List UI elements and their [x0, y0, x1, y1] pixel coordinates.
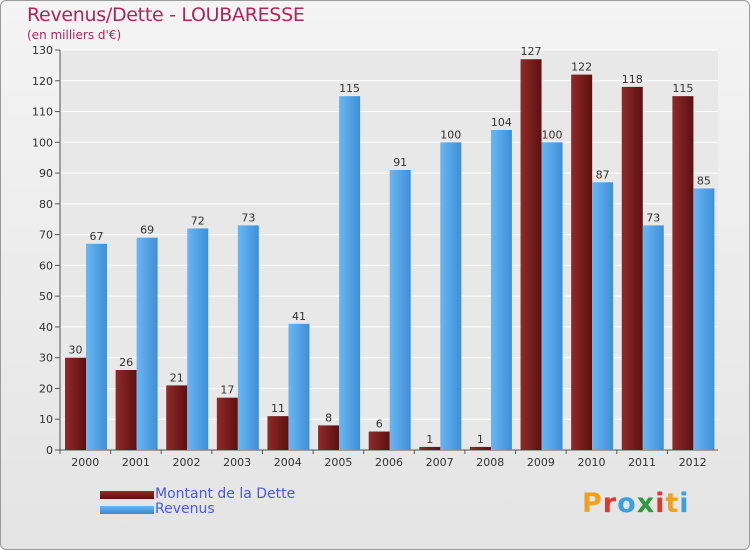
legend-swatch-revenus: [100, 506, 154, 514]
legend-label-revenus: Revenus: [155, 501, 215, 517]
bar-revenus: [237, 225, 259, 450]
data-label-revenus: 41: [292, 310, 306, 323]
bar-revenus: [187, 228, 209, 450]
bar-dette: [65, 357, 86, 450]
data-label-dette: 118: [622, 73, 643, 86]
bar-dette: [368, 431, 390, 450]
data-label-revenus: 115: [339, 82, 360, 95]
bar-revenus: [440, 142, 462, 451]
proxiti-logo: Proxiti: [582, 488, 690, 519]
data-label-revenus: 69: [140, 224, 154, 237]
bar-revenus: [490, 130, 512, 450]
bar-dette: [267, 416, 289, 450]
logo-letter: o: [617, 488, 637, 519]
y-tick-label: 60: [39, 259, 53, 272]
data-label-dette: 21: [170, 371, 184, 384]
bar-dette: [419, 446, 441, 450]
bar-dette: [621, 86, 643, 450]
chart-subtitle: (en milliers d'€): [27, 28, 122, 42]
data-label-revenus: 73: [241, 211, 255, 224]
bar-revenus: [86, 243, 107, 450]
x-tick-label: 2012: [679, 456, 707, 469]
plot-area: [60, 50, 718, 450]
x-tick-label: 2004: [274, 456, 302, 469]
bar-dette: [469, 446, 491, 450]
y-tick-label: 10: [39, 413, 53, 426]
y-tick-label: 80: [39, 198, 53, 211]
y-tick-label: 20: [39, 382, 53, 395]
bar-revenus: [136, 237, 158, 450]
data-label-dette: 1: [477, 433, 484, 446]
bar-revenus: [541, 142, 563, 451]
bar-dette: [672, 96, 694, 451]
data-label-dette: 127: [521, 45, 542, 58]
bar-dette: [318, 425, 340, 450]
x-tick-label: 2008: [476, 456, 504, 469]
bar-revenus: [288, 323, 310, 450]
y-tick-label: 40: [39, 321, 53, 334]
data-label-revenus: 87: [596, 168, 610, 181]
logo-letter: P: [582, 488, 603, 519]
y-tick-label: 110: [32, 106, 53, 119]
y-tick-label: 100: [32, 136, 53, 149]
bar-revenus: [693, 188, 715, 450]
data-label-dette: 8: [325, 411, 332, 424]
data-label-dette: 26: [119, 356, 133, 369]
logo-letter: x: [636, 488, 656, 519]
x-tick-label: 2010: [577, 456, 605, 469]
bar-revenus: [389, 170, 411, 450]
data-label-dette: 122: [571, 61, 592, 74]
y-tick-label: 50: [39, 290, 53, 303]
data-label-revenus: 72: [191, 214, 205, 227]
data-label-revenus: 100: [440, 128, 461, 141]
y-tick-label: 0: [46, 444, 53, 457]
x-tick-label: 2007: [426, 456, 454, 469]
bar-revenus: [642, 225, 664, 450]
data-label-revenus: 67: [90, 230, 104, 243]
logo-letter: t: [665, 488, 680, 519]
data-label-revenus: 85: [697, 174, 711, 187]
data-label-revenus: 104: [491, 116, 512, 129]
x-tick-label: 2011: [628, 456, 656, 469]
bar-dette: [166, 385, 188, 450]
bar-dette: [216, 397, 238, 450]
data-label-dette: 30: [69, 344, 83, 357]
y-tick-label: 30: [39, 352, 53, 365]
data-label-dette: 6: [376, 418, 383, 431]
logo-letter: i: [679, 488, 690, 519]
legend-swatch-dette: [100, 491, 154, 499]
data-label-dette: 11: [271, 402, 285, 415]
y-tick-label: 70: [39, 229, 53, 242]
bar-dette: [520, 59, 542, 450]
x-tick-label: 2005: [324, 456, 352, 469]
x-tick-label: 2003: [223, 456, 251, 469]
data-label-revenus: 100: [542, 128, 563, 141]
data-label-dette: 17: [220, 384, 234, 397]
bar-revenus: [592, 182, 614, 451]
y-tick-label: 90: [39, 167, 53, 180]
data-label-dette: 1: [426, 433, 433, 446]
bar-dette: [571, 74, 593, 450]
x-tick-label: 2002: [173, 456, 201, 469]
legend-label-dette: Montant de la Dette: [155, 486, 296, 502]
bar-dette: [115, 370, 137, 450]
bar-revenus: [339, 96, 361, 451]
y-tick-label: 120: [32, 75, 53, 88]
data-label-dette: 115: [672, 82, 693, 95]
logo-letter: i: [655, 488, 666, 519]
x-tick-label: 2001: [122, 456, 150, 469]
y-tick-label: 130: [32, 44, 53, 57]
data-label-revenus: 91: [393, 156, 407, 169]
x-tick-label: 2006: [375, 456, 403, 469]
logo-letter: r: [602, 488, 618, 519]
x-tick-label: 2000: [71, 456, 99, 469]
data-label-revenus: 73: [646, 211, 660, 224]
chart-title: Revenus/Dette - LOUBARESSE: [27, 4, 305, 26]
x-tick-label: 2009: [527, 456, 555, 469]
